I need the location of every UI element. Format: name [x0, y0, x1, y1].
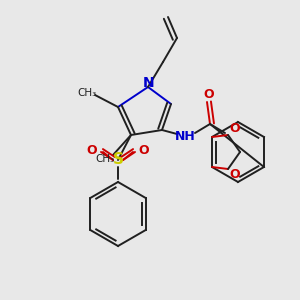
- Text: CH₃: CH₃: [77, 88, 97, 98]
- Text: O: O: [139, 143, 149, 157]
- Text: N: N: [143, 76, 155, 90]
- Text: O: O: [230, 122, 240, 136]
- Text: CH₃: CH₃: [95, 154, 115, 164]
- Text: O: O: [204, 88, 214, 100]
- Text: S: S: [112, 152, 124, 167]
- Text: NH: NH: [175, 130, 195, 143]
- Text: O: O: [87, 143, 97, 157]
- Text: O: O: [230, 169, 240, 182]
